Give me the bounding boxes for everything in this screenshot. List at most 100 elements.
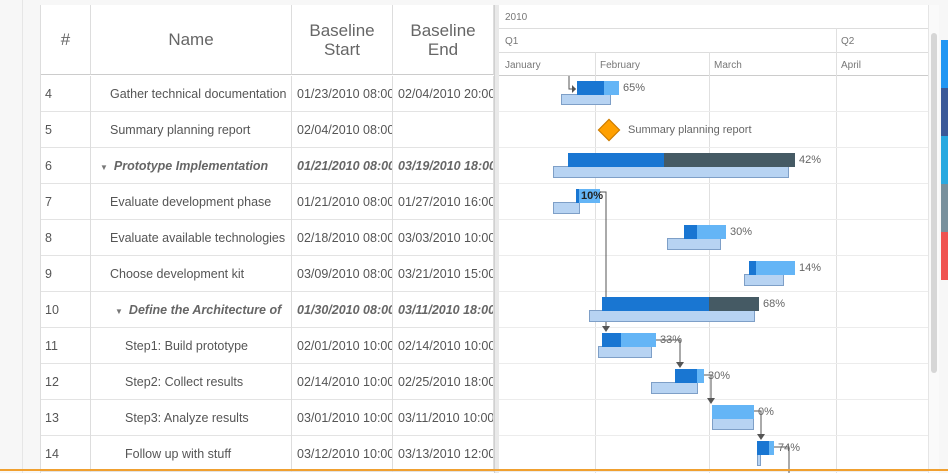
progress-label: 30%: [708, 370, 731, 382]
table-row[interactable]: 12 Step2: Collect results 02/14/2010 10:00…: [41, 364, 494, 400]
baseline-start-cell: 01/21/2010 08:00: [292, 184, 393, 220]
task-name-text: Gather technical documentation: [110, 87, 287, 101]
share-tab-4[interactable]: [941, 184, 948, 232]
timeline-month-april: April: [841, 60, 862, 71]
row-number: 7: [41, 184, 91, 220]
task-name: Step3: Analyze results: [91, 400, 292, 436]
progress-bar[interactable]: [757, 441, 769, 455]
timeline-month-february: February: [600, 60, 641, 71]
column-header-name[interactable]: Name: [91, 5, 292, 75]
baseline-start-cell: 02/18/2010 08:00: [292, 220, 393, 256]
arrow-12: [676, 362, 684, 368]
timeline-row-divider: [499, 183, 938, 184]
task-name-text: Step1: Build prototype: [125, 339, 248, 353]
quarter-divider: [836, 28, 837, 52]
task-bar[interactable]: [576, 189, 600, 203]
baseline-bar[interactable]: [598, 346, 652, 358]
milestone-label: Summary planning report: [628, 124, 752, 136]
baseline-end-cell: 02/25/2010 18:00: [393, 364, 494, 400]
progress-bar[interactable]: [568, 153, 664, 167]
task-name: ▼ Define the Architecture of: [91, 292, 292, 328]
progress-label: 14%: [799, 262, 822, 274]
data-grid: # Name Baseline Start Baseline End 4 Gath…: [40, 5, 494, 473]
table-row[interactable]: 4 Gather technical documentation 01/23/201…: [41, 76, 494, 112]
share-tab-2[interactable]: [941, 88, 948, 136]
progress-bar[interactable]: [749, 261, 756, 275]
baseline-bar[interactable]: [553, 166, 789, 178]
task-name: Evaluate available technologies: [91, 220, 292, 256]
timeline-row-divider: [499, 291, 938, 292]
task-name: Choose development kit: [91, 256, 292, 292]
baseline-start-cell: 02/01/2010 10:00: [292, 328, 393, 364]
connector-11-to-12: [656, 339, 681, 362]
collapse-caret-icon[interactable]: ▼: [115, 307, 123, 316]
baseline-bar[interactable]: [651, 382, 698, 394]
baseline-start-cell: 03/12/2010 10:00: [292, 436, 393, 472]
scrollbar-thumb[interactable]: [931, 33, 937, 373]
task-name-text: Choose development kit: [110, 267, 245, 281]
task-name: Step2: Collect results: [91, 364, 292, 400]
share-tab-5[interactable]: [941, 232, 948, 280]
task-name: Evaluate development phase: [91, 184, 292, 220]
progress-bar[interactable]: [684, 225, 697, 239]
row-number: 10: [41, 292, 91, 328]
task-name: Summary planning report: [91, 112, 292, 148]
column-header-num-label: #: [60, 30, 71, 49]
collapse-caret-icon[interactable]: ▼: [100, 163, 108, 172]
column-header-num[interactable]: #: [41, 5, 91, 75]
baseline-bar[interactable]: [553, 202, 580, 214]
progress-bar[interactable]: [602, 333, 621, 347]
column-header-baseline-end[interactable]: Baseline End: [393, 5, 494, 75]
gridline-march: [709, 52, 710, 473]
column-header-baseline-start[interactable]: Baseline Start: [292, 5, 393, 75]
baseline-end-cell: 01/27/2010 16:00: [393, 184, 494, 220]
task-name: Follow up with stuff: [91, 436, 292, 472]
table-row[interactable]: 7 Evaluate development phase 01/21/2010 08…: [41, 184, 494, 220]
timeline-row-divider: [499, 219, 938, 220]
arrow-4: [572, 85, 576, 93]
baseline-bar[interactable]: [744, 274, 784, 286]
task-name: Step1: Build prototype: [91, 328, 292, 364]
baseline-bar[interactable]: [712, 418, 754, 430]
share-tab-1[interactable]: [941, 40, 948, 88]
baseline-bar[interactable]: [757, 454, 761, 466]
timeline-row-divider: [499, 111, 938, 112]
timeline-row-divider: [499, 147, 938, 148]
progress-bar[interactable]: [577, 81, 604, 95]
progress-label: 0%: [758, 406, 774, 418]
progress-label: 10%: [581, 190, 604, 202]
progress-bar[interactable]: [602, 297, 709, 311]
table-row[interactable]: 10 ▼ Define the Architecture of 01/30/2010 …: [41, 292, 494, 328]
bottom-accent-line: [0, 469, 948, 471]
progress-bar[interactable]: [675, 369, 697, 383]
connector-7-to-11: [600, 191, 607, 326]
row-number: 6: [41, 148, 91, 184]
table-row[interactable]: 13 Step3: Analyze results 03/01/2010 10:00…: [41, 400, 494, 436]
timeline-panel: 2010 Q1 Q2 January February March April: [499, 5, 938, 473]
table-row[interactable]: 5 Summary planning report 02/04/2010 08:00: [41, 112, 494, 148]
task-bar[interactable]: [712, 405, 754, 419]
task-bar[interactable]: [749, 261, 795, 275]
table-row[interactable]: 9 Choose development kit 03/09/2010 08:00 0…: [41, 256, 494, 292]
progress-bar[interactable]: [576, 189, 579, 203]
table-row[interactable]: 8 Evaluate available technologies 02/18/20…: [41, 220, 494, 256]
table-row[interactable]: 11 Step1: Build prototype 02/01/2010 10:00…: [41, 328, 494, 364]
dependency-connectors: [568, 76, 790, 473]
baseline-end-cell: 03/19/2010 18:00: [393, 148, 494, 184]
progress-label: 33%: [660, 334, 683, 346]
baseline-start-cell: 03/09/2010 08:00: [292, 256, 393, 292]
baseline-bar[interactable]: [561, 94, 611, 105]
share-tab-3[interactable]: [941, 136, 948, 184]
row-number: 13: [41, 400, 91, 436]
task-name-text: Step2: Collect results: [125, 375, 244, 389]
row-number: 14: [41, 436, 91, 472]
table-row[interactable]: 14 Follow up with stuff 03/12/2010 10:00 03…: [41, 436, 494, 472]
progress-label: 68%: [763, 298, 786, 310]
task-name-text: Prototype Implementation: [113, 159, 269, 173]
row-number: 9: [41, 256, 91, 292]
baseline-bar[interactable]: [589, 310, 755, 322]
baseline-bar[interactable]: [667, 238, 721, 250]
table-row[interactable]: 6 ▼ Prototype Implementation 01/21/2010 08:…: [41, 148, 494, 184]
vertical-scrollbar[interactable]: [928, 5, 939, 473]
